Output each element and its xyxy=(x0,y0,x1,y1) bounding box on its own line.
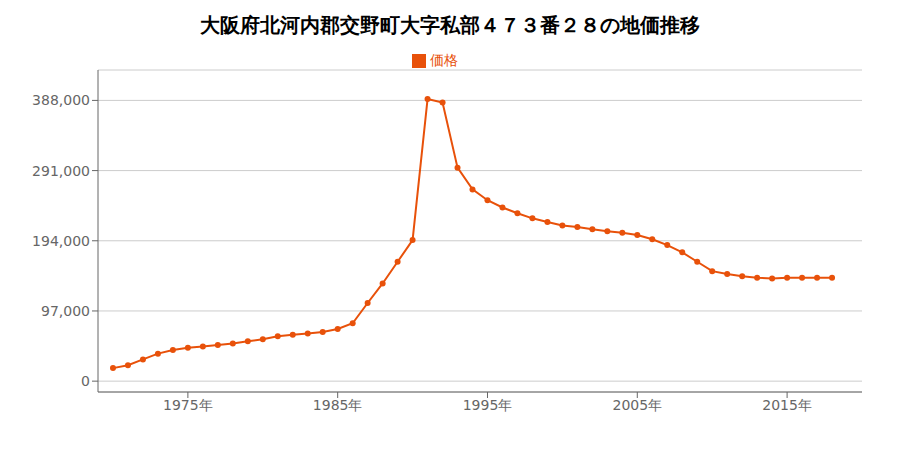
html-text:大阪府北河内郡交野町大字私部４７３番２８の地価推移: 大阪府北河内郡交野町大字私部４７３番２８の地価推移 xyxy=(200,13,700,37)
svg-text:2015年: 2015年 xyxy=(762,397,812,413)
svg-text:1995年: 1995年 xyxy=(463,397,513,413)
svg-text:1975年: 1975年 xyxy=(163,397,213,413)
svg-text:291,000: 291,000 xyxy=(32,163,90,179)
svg-text:388,000: 388,000 xyxy=(32,92,90,108)
html-text:価格: 価格 xyxy=(430,52,458,68)
svg-text:0: 0 xyxy=(81,373,90,389)
svg-text:1985年: 1985年 xyxy=(313,397,363,413)
svg-text:97,000: 97,000 xyxy=(41,303,90,319)
svg-text:2005年: 2005年 xyxy=(612,397,662,413)
svg-text:194,000: 194,000 xyxy=(32,233,90,249)
